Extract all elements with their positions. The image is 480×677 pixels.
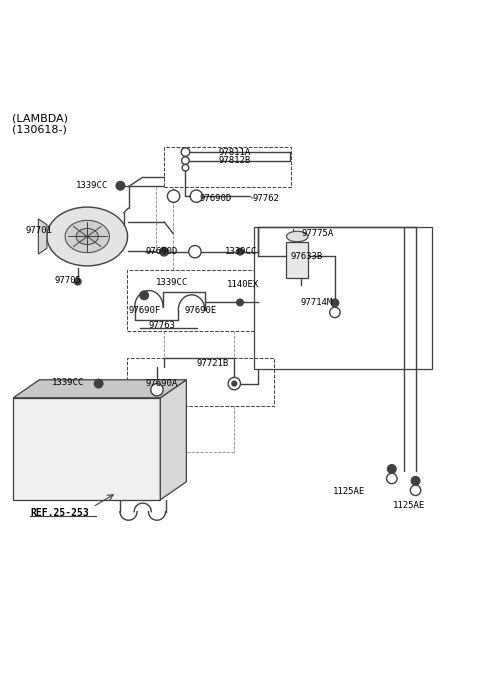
- Bar: [164, 148, 291, 187]
- Text: 97705: 97705: [54, 276, 81, 285]
- Circle shape: [168, 190, 180, 202]
- Bar: [127, 269, 254, 331]
- Circle shape: [228, 377, 240, 390]
- Circle shape: [190, 190, 203, 202]
- Circle shape: [181, 157, 189, 165]
- Circle shape: [330, 307, 340, 318]
- Text: 97811A: 97811A: [219, 148, 251, 156]
- Text: 97701: 97701: [25, 226, 52, 235]
- Text: 97633B: 97633B: [291, 253, 323, 261]
- Text: (LAMBDA): (LAMBDA): [12, 113, 68, 123]
- Text: 97775A: 97775A: [301, 229, 334, 238]
- Circle shape: [237, 299, 243, 306]
- Text: 1125AE: 1125AE: [393, 501, 425, 510]
- Text: 1339CC: 1339CC: [52, 378, 84, 387]
- Text: 1339CC: 1339CC: [225, 247, 257, 256]
- Ellipse shape: [76, 228, 98, 244]
- Text: 97812B: 97812B: [219, 156, 251, 165]
- Text: 97762: 97762: [253, 194, 280, 203]
- Text: 97690F: 97690F: [129, 307, 161, 315]
- Circle shape: [189, 246, 201, 258]
- Bar: [127, 358, 274, 406]
- Text: 1125AE: 1125AE: [333, 487, 365, 496]
- Circle shape: [140, 291, 148, 300]
- Circle shape: [411, 477, 420, 485]
- Ellipse shape: [65, 220, 109, 253]
- Text: 97763: 97763: [149, 321, 176, 330]
- Text: 97690D: 97690D: [200, 194, 232, 203]
- Ellipse shape: [287, 232, 308, 242]
- Text: 97714M: 97714M: [301, 299, 333, 307]
- Text: 1339CC: 1339CC: [156, 278, 188, 287]
- Circle shape: [232, 381, 237, 386]
- Text: 97721B: 97721B: [196, 359, 228, 368]
- Polygon shape: [38, 219, 47, 254]
- Circle shape: [151, 384, 163, 396]
- Circle shape: [95, 379, 103, 388]
- Circle shape: [386, 473, 397, 483]
- Circle shape: [182, 165, 189, 171]
- Text: 1339CC: 1339CC: [76, 181, 108, 190]
- Polygon shape: [160, 380, 186, 500]
- Text: 97690A: 97690A: [145, 379, 178, 388]
- Circle shape: [237, 248, 243, 255]
- Text: 97690E: 97690E: [184, 307, 216, 315]
- Bar: [287, 242, 308, 278]
- Polygon shape: [13, 380, 186, 398]
- Circle shape: [331, 299, 339, 307]
- Circle shape: [181, 148, 190, 156]
- Text: 97690D: 97690D: [145, 247, 178, 256]
- Circle shape: [160, 247, 168, 256]
- Text: REF.25-253: REF.25-253: [30, 508, 89, 518]
- Text: 1140EX: 1140EX: [227, 280, 259, 289]
- Ellipse shape: [47, 207, 128, 266]
- Circle shape: [410, 485, 421, 496]
- Text: (130618-): (130618-): [12, 124, 67, 134]
- Bar: [254, 227, 432, 370]
- Bar: [13, 398, 160, 500]
- Circle shape: [116, 181, 125, 190]
- Circle shape: [74, 278, 81, 285]
- Circle shape: [387, 464, 396, 473]
